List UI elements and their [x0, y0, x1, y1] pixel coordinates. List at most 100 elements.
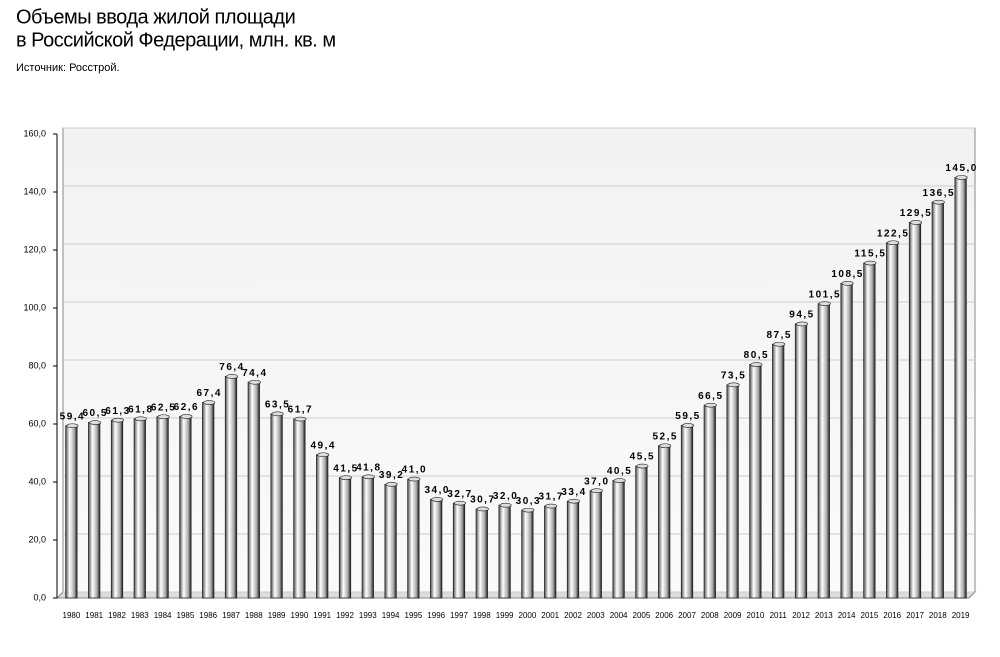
- bar-top: [408, 476, 421, 482]
- x-tick-label: 2012: [792, 611, 810, 620]
- bar: [658, 445, 671, 599]
- x-tick-label: 1989: [268, 611, 286, 620]
- x-tick-label: 1985: [177, 611, 195, 620]
- bar: [407, 478, 420, 599]
- bar: [931, 201, 944, 599]
- bar: [635, 465, 648, 599]
- bar-top: [795, 321, 808, 327]
- bar: [589, 490, 602, 599]
- x-tick-label: 2015: [861, 611, 879, 620]
- bar-top: [203, 400, 216, 405]
- chart-title: Объемы ввода жилой площади: [16, 6, 295, 28]
- data-label: 80,5: [744, 350, 769, 361]
- x-tick-label: 2000: [519, 611, 537, 620]
- x-tick-label: 2013: [815, 611, 833, 620]
- bar-top: [636, 463, 649, 469]
- bar: [521, 509, 534, 599]
- y-tick-label: 60,0: [28, 418, 46, 428]
- data-label: 66,5: [698, 391, 723, 402]
- chart-title: в Российской Федерации, млн. кв. м: [16, 29, 336, 51]
- data-label: 49,4: [310, 440, 335, 451]
- bar-top: [499, 502, 512, 508]
- data-label: 60,5: [82, 408, 107, 419]
- data-label: 45,5: [630, 452, 655, 463]
- data-label: 63,5: [265, 399, 290, 410]
- y-tick-label: 80,0: [28, 360, 46, 370]
- x-tick-label: 1984: [154, 611, 172, 620]
- x-tick-label: 1988: [245, 611, 263, 620]
- bar-top: [887, 240, 900, 246]
- x-tick-label: 2010: [747, 611, 765, 620]
- bar: [88, 422, 101, 599]
- x-tick-label: 1998: [473, 611, 491, 620]
- x-tick-label: 1980: [63, 611, 81, 620]
- bar: [794, 323, 808, 599]
- plot-floor: [55, 591, 977, 599]
- y-tick-label: 140,0: [23, 186, 46, 196]
- bar-top: [66, 423, 79, 429]
- bar-top: [317, 452, 330, 458]
- bar: [430, 498, 443, 599]
- bar: [65, 425, 78, 599]
- data-label: 122,5: [877, 228, 910, 239]
- bar-top: [226, 374, 239, 379]
- x-tick-label: 2008: [701, 611, 719, 620]
- bar: [544, 505, 557, 599]
- data-label: 52,5: [652, 431, 677, 442]
- data-label: 129,5: [900, 208, 933, 219]
- data-label: 61,3: [105, 406, 130, 417]
- bar-top: [773, 341, 786, 347]
- bar-top: [522, 507, 535, 513]
- x-tick-label: 2007: [678, 611, 696, 620]
- bar: [202, 402, 215, 599]
- x-tick-label: 1987: [222, 611, 240, 620]
- data-label: 73,5: [721, 370, 746, 381]
- bar: [361, 476, 374, 599]
- data-label: 101,5: [809, 289, 842, 300]
- bar: [338, 477, 352, 599]
- bar-top: [567, 498, 580, 504]
- data-label: 59,5: [675, 411, 700, 422]
- bar: [612, 480, 625, 599]
- data-label: 41,0: [402, 465, 427, 476]
- bar-top: [727, 382, 740, 388]
- data-label: 61,8: [128, 404, 153, 415]
- bar-top: [476, 506, 489, 512]
- data-label: 115,5: [854, 249, 886, 260]
- x-tick-label: 1997: [450, 611, 468, 620]
- data-label: 76,4: [219, 362, 244, 373]
- bar: [680, 425, 694, 599]
- data-label: 145,0: [945, 163, 978, 174]
- bar-top: [955, 175, 968, 180]
- bar-top: [545, 503, 558, 509]
- bar: [452, 502, 466, 599]
- x-tick-label: 1981: [85, 611, 103, 620]
- x-tick-label: 1999: [496, 611, 514, 620]
- bar-top: [453, 500, 466, 506]
- bar: [384, 483, 397, 599]
- x-tick-label: 2014: [838, 611, 856, 620]
- bar-top: [431, 497, 444, 502]
- data-label: 62,5: [151, 402, 176, 413]
- bar: [772, 343, 785, 599]
- bar-top: [134, 416, 147, 422]
- x-tick-label: 2017: [906, 611, 924, 620]
- bar-top: [248, 379, 261, 385]
- data-label: 40,5: [607, 466, 632, 477]
- x-tick-label: 1996: [427, 611, 445, 620]
- data-label: 41,8: [356, 462, 381, 473]
- bar: [703, 404, 716, 599]
- bar: [886, 242, 899, 599]
- data-label: 32,0: [493, 491, 518, 502]
- bar: [475, 508, 488, 599]
- bar-top: [362, 474, 375, 480]
- y-tick-label: 160,0: [23, 128, 46, 138]
- bar: [247, 381, 260, 599]
- data-label: 59,4: [60, 411, 85, 422]
- x-tick-label: 2019: [952, 611, 970, 620]
- bar-top: [590, 488, 603, 494]
- bar: [270, 413, 283, 599]
- bar: [840, 282, 853, 599]
- data-label: 94,5: [789, 310, 814, 321]
- data-label: 34,0: [424, 485, 449, 496]
